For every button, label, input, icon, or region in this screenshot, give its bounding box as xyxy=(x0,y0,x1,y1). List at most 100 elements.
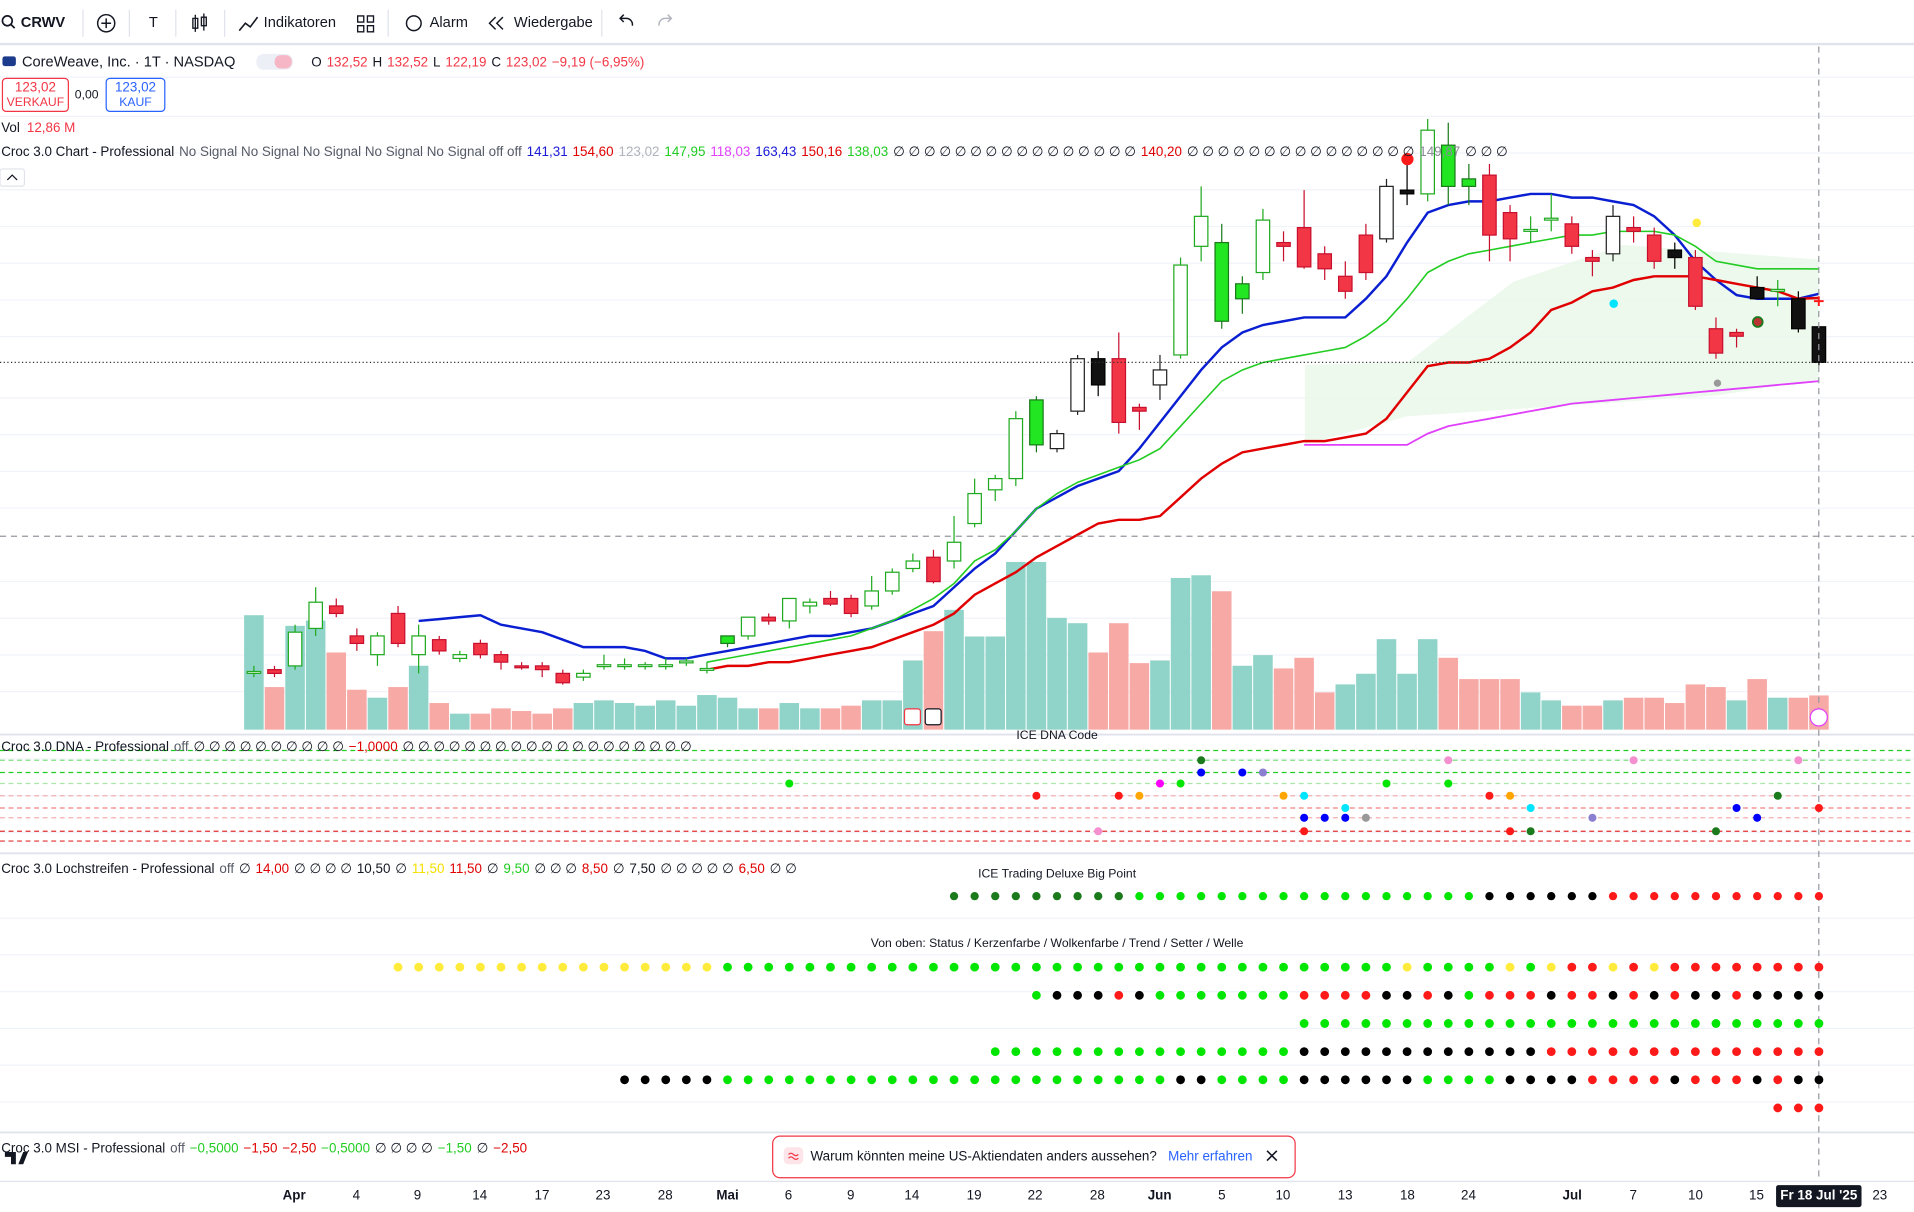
signal-dot xyxy=(1546,1047,1556,1057)
signal-dot xyxy=(1588,962,1597,972)
event-marker[interactable] xyxy=(1809,708,1828,727)
signal-dot xyxy=(990,1075,1000,1085)
signal-dot xyxy=(1505,1047,1515,1057)
signal-dot xyxy=(1444,756,1453,765)
signal-dot xyxy=(1443,990,1453,1000)
toast-close[interactable] xyxy=(1266,1150,1278,1162)
search-icon xyxy=(10,23,16,29)
legend-value: ∅ ∅ ∅ ∅ xyxy=(375,1140,433,1155)
signal-dot xyxy=(1670,1019,1680,1028)
signal-dot xyxy=(1279,1047,1288,1057)
collapse-button[interactable] xyxy=(0,168,26,187)
candle-body xyxy=(555,672,571,684)
candle-body xyxy=(1193,215,1209,247)
toolbar: CRWV T Indikatoren Alarm Wiedergabe xyxy=(0,9,1914,46)
signal-dot xyxy=(1670,990,1680,1000)
legend-value: ∅ xyxy=(487,861,499,876)
signal-dot xyxy=(1773,990,1783,1000)
volume-bar xyxy=(367,697,388,730)
signal-dot xyxy=(1094,827,1103,836)
signal-dot xyxy=(1341,813,1350,822)
signal-dot xyxy=(908,1075,918,1085)
legend-value: Croc 3.0 Chart - Professional xyxy=(1,143,174,158)
earnings-marker[interactable] xyxy=(924,708,942,726)
candle-body xyxy=(1482,174,1497,236)
candle-body xyxy=(370,635,385,656)
signal-dot xyxy=(1011,962,1021,972)
volume-bar xyxy=(1253,655,1273,730)
candle-body xyxy=(658,664,674,668)
signal-dot xyxy=(1567,990,1577,1000)
legend-line: Croc 3.0 MSI - Professional off −0,5000 −1,… xyxy=(1,1140,527,1155)
signal-dot xyxy=(1238,891,1247,901)
toast-box xyxy=(772,1135,1296,1179)
legend-value: 141,31 xyxy=(527,143,568,158)
x-tick-label: 22 xyxy=(1028,1188,1043,1203)
signal-dot xyxy=(1320,990,1330,1000)
candle-body xyxy=(1770,288,1786,292)
signal-dot xyxy=(723,962,732,972)
volume-bar xyxy=(1500,679,1520,730)
indicators-button[interactable]: Indikatoren xyxy=(264,15,336,31)
signal-dot xyxy=(1402,962,1412,972)
signal-dot xyxy=(1073,891,1082,901)
legend-value: 122,19 xyxy=(445,54,486,69)
candle-body xyxy=(1235,283,1250,300)
signal-dot xyxy=(1629,891,1638,901)
layout-button[interactable] xyxy=(356,15,375,33)
alert-button[interactable]: Alarm xyxy=(430,15,468,31)
legend-value: 7,50 xyxy=(629,861,655,876)
signal-dot xyxy=(1485,1019,1494,1028)
add-symbol[interactable] xyxy=(96,13,116,33)
replay-button[interactable]: Wiedergabe xyxy=(514,15,593,31)
candle-body xyxy=(1461,178,1477,187)
buy-button[interactable] xyxy=(105,77,166,113)
undo-button[interactable] xyxy=(619,14,634,26)
signal-dot xyxy=(846,1075,856,1085)
candle-body xyxy=(1585,256,1600,262)
candle-body xyxy=(1090,358,1106,386)
redo-button[interactable] xyxy=(658,14,673,26)
signal-dot xyxy=(1176,891,1185,901)
signal-dot xyxy=(1814,891,1824,901)
signal-dot xyxy=(805,962,815,972)
legend-value: ∅ ∅ ∅ ∅ ∅ ∅ ∅ ∅ ∅ ∅ ∅ ∅ ∅ ∅ ∅ ∅ xyxy=(893,143,1136,158)
signal-dot xyxy=(1011,1047,1021,1057)
x-tick-label: 5 xyxy=(1218,1188,1225,1203)
symbol[interactable]: CRWV xyxy=(21,15,66,31)
candle-body xyxy=(1440,144,1456,187)
signal-dot xyxy=(887,962,897,972)
chart-type-button[interactable] xyxy=(192,13,207,32)
earnings-marker[interactable] xyxy=(903,708,921,726)
x-tick-label: 15 xyxy=(1749,1188,1764,1203)
signal-dot xyxy=(1773,962,1783,972)
signal-dot xyxy=(517,962,526,972)
signal-dot xyxy=(1299,962,1309,972)
sell-label: VERKAUF xyxy=(7,95,65,109)
signal-dot xyxy=(1155,891,1165,901)
candle-body xyxy=(761,616,777,622)
signal-dot xyxy=(1299,1019,1309,1028)
sell-button[interactable] xyxy=(1,77,69,113)
x-tick-label: 19 xyxy=(967,1188,982,1203)
interval-button[interactable]: T xyxy=(149,15,158,31)
signal-dot xyxy=(1794,891,1803,901)
x-tick-label: 7 xyxy=(1630,1188,1637,1203)
signal-dot xyxy=(1032,1047,1041,1057)
signal-dot xyxy=(1711,891,1721,901)
signal-dot xyxy=(1691,891,1700,901)
search-icon[interactable] xyxy=(1,15,14,27)
x-tick-label: 10 xyxy=(1688,1188,1703,1203)
legend-line: O 132,52 H 132,52 L 122,19 C 123,02 −9,19 (−6,95… xyxy=(311,54,644,69)
candle-body xyxy=(1029,399,1044,446)
legend-value: No Signal No Signal No Signal No Signal … xyxy=(179,143,522,158)
signal-dot xyxy=(867,962,877,972)
toast-link[interactable]: Mehr erfahren xyxy=(1168,1148,1252,1163)
signal-dot xyxy=(1032,990,1041,1000)
legend-value: Croc 3.0 MSI - Professional xyxy=(1,1140,165,1155)
signal-dot xyxy=(1011,1075,1021,1085)
add-icon xyxy=(101,18,112,29)
x-tick-label: 4 xyxy=(353,1188,361,1203)
signal-dot xyxy=(1300,827,1309,836)
